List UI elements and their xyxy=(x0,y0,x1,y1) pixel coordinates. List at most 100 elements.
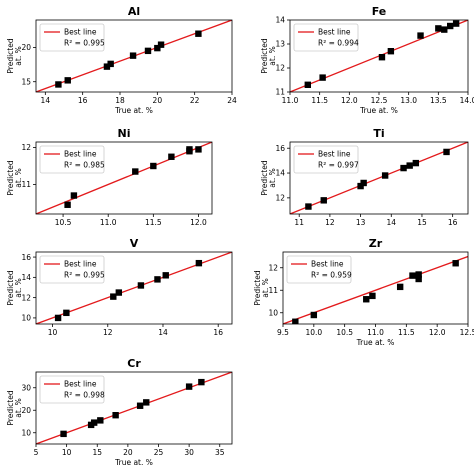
axes-frame xyxy=(35,251,233,325)
data-point xyxy=(195,30,202,37)
data-point xyxy=(64,201,71,208)
x-tick-label: 13.0 xyxy=(400,96,417,105)
data-point xyxy=(107,60,114,68)
x-tick-label: 14.0 xyxy=(460,96,474,105)
legend-box xyxy=(39,23,105,52)
x-tick-label: 14 xyxy=(41,96,51,105)
x-tick-label: 9.5 xyxy=(277,328,289,337)
x-tick-label: 13.5 xyxy=(430,96,447,105)
y-tick-label: 14 xyxy=(275,169,285,178)
data-point xyxy=(396,283,404,291)
panel-v: V 10 12 14 16 10 12 14 16 Predictedat. % Best line… xyxy=(6,237,233,337)
y-tick-label: 14 xyxy=(21,273,31,282)
data-point xyxy=(64,77,71,84)
data-point xyxy=(415,275,422,283)
x-tick-label: 20 xyxy=(153,96,163,105)
y-tick-label: 16 xyxy=(21,253,31,262)
data-point xyxy=(70,192,78,199)
data-point xyxy=(447,22,454,30)
plot-area xyxy=(36,142,212,214)
data-point xyxy=(97,417,104,424)
y-tick-label: 12 xyxy=(21,293,31,302)
axes-frame xyxy=(35,371,233,445)
data-point xyxy=(310,311,318,319)
plot-area xyxy=(36,20,232,92)
legend: Best line R² = 0.997 xyxy=(293,145,359,174)
x-tick-label: 12.0 xyxy=(190,218,207,227)
data-point xyxy=(369,292,376,300)
legend-entry-r2: R² = 0.985 xyxy=(64,161,105,170)
data-point xyxy=(452,20,460,27)
data-point xyxy=(319,74,326,81)
legend-box xyxy=(293,23,359,52)
legend-entry-best-line: Best line xyxy=(318,150,351,159)
plot-area xyxy=(290,20,468,92)
y-axis-label: Predictedat. % xyxy=(6,160,23,195)
x-tick-label: 11.0 xyxy=(367,328,384,337)
panel-title: Fe xyxy=(372,5,387,18)
legend-entry-r2: R² = 0.997 xyxy=(318,161,359,170)
x-tick-label: 20 xyxy=(123,448,133,457)
data-point xyxy=(452,260,459,267)
data-point xyxy=(54,314,62,322)
y-axis-label: Predictedat. % xyxy=(6,38,23,73)
y-tick-label: 12 xyxy=(268,263,278,272)
panel-fe: Fe 11.0 11.5 12.0 12.5 13.0 13.5 14.0 11 12 13 14 Tr… xyxy=(260,5,474,115)
y-tick-label: 11 xyxy=(268,286,278,295)
data-point xyxy=(435,25,442,32)
panel-title: V xyxy=(130,237,139,250)
x-tick-label: 12 xyxy=(103,328,113,337)
y-tick-label: 16 xyxy=(275,144,285,153)
legend-entry-best-line: Best line xyxy=(64,380,97,389)
y-tick-label: 10 xyxy=(268,308,278,317)
x-axis-label: True at. % xyxy=(356,338,395,347)
panel-title: Zr xyxy=(369,237,383,250)
x-tick-label: 15 xyxy=(92,448,102,457)
x-tick-label: 18 xyxy=(115,96,125,105)
y-tick-label: 13 xyxy=(275,40,285,49)
x-tick-label: 16 xyxy=(213,328,223,337)
axes-frame xyxy=(289,141,469,215)
x-tick-label: 12.0 xyxy=(429,328,446,337)
legend-entry-r2: R² = 0.995 xyxy=(64,39,105,48)
panel-title: Al xyxy=(128,5,140,18)
y-tick-label: 12 xyxy=(275,64,285,73)
x-tick-label: 14 xyxy=(387,218,397,227)
x-tick-label: 10 xyxy=(62,448,72,457)
x-tick-label: 15 xyxy=(417,218,427,227)
panel-ti: Ti 11 12 13 14 15 16 12 14 16 Predictedat. % Best l… xyxy=(260,127,469,227)
panel-cr: Cr 5 10 15 20 25 30 35 10 20 30 True at. % Predicted… xyxy=(6,357,233,467)
x-tick-label: 11.0 xyxy=(282,96,299,105)
data-point xyxy=(154,44,161,52)
data-point xyxy=(415,271,422,278)
data-point xyxy=(195,259,203,267)
data-point xyxy=(63,309,70,317)
data-point xyxy=(132,168,139,175)
data-point xyxy=(162,272,169,279)
y-tick-label: 11 xyxy=(21,180,31,189)
legend-entry-r2: R² = 0.994 xyxy=(318,39,359,48)
y-tick-label: 15 xyxy=(21,77,31,86)
legend: Best line R² = 0.985 xyxy=(39,145,105,174)
data-point xyxy=(417,32,424,39)
data-point xyxy=(406,162,413,169)
y-tick-label: 14 xyxy=(275,16,285,25)
x-tick-label: 10.5 xyxy=(55,218,72,227)
data-point xyxy=(154,276,161,283)
data-point xyxy=(144,47,152,55)
data-point xyxy=(381,172,389,179)
x-tick-label: 12.0 xyxy=(341,96,358,105)
data-point xyxy=(304,81,311,88)
data-point xyxy=(129,52,137,59)
x-tick-label: 16 xyxy=(78,96,88,105)
plot-area xyxy=(283,255,468,324)
legend-entry-best-line: Best line xyxy=(318,28,351,37)
data-point xyxy=(115,289,123,296)
axes-frame xyxy=(35,19,233,93)
data-point xyxy=(409,272,416,279)
x-tick-label: 12.5 xyxy=(371,96,388,105)
x-tick-label: 11.5 xyxy=(311,96,328,105)
legend-entry-r2: R² = 0.959 xyxy=(311,271,352,280)
x-tick-label: 12.5 xyxy=(460,328,474,337)
data-point xyxy=(137,282,145,289)
